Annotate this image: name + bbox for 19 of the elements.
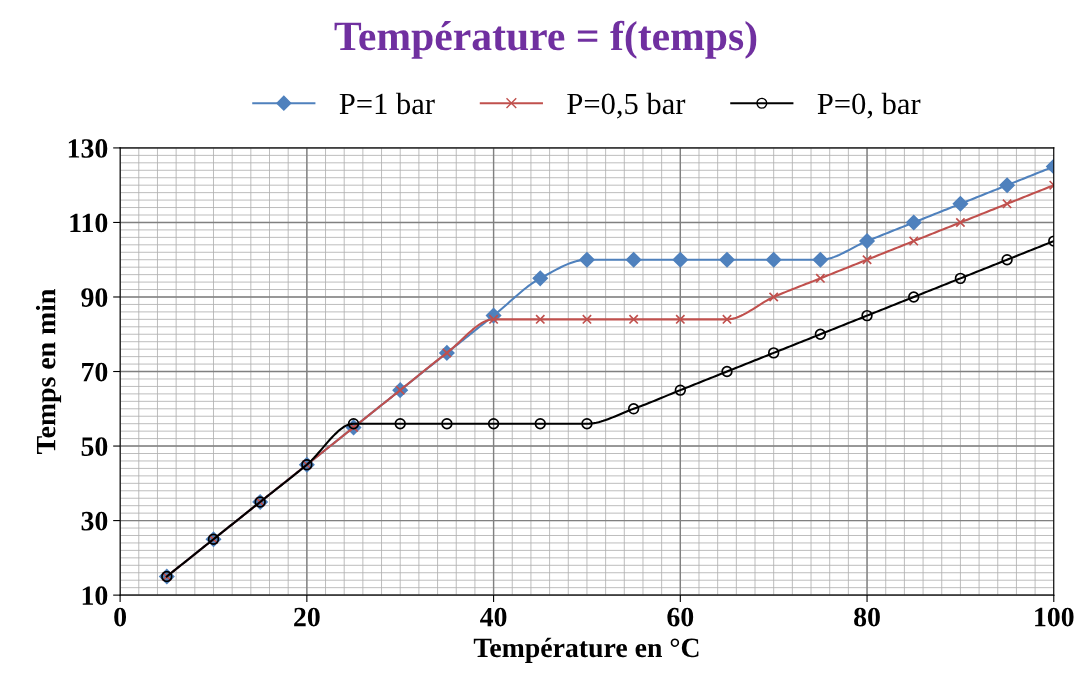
chart-title: Température = f(temps) xyxy=(334,20,757,59)
x-tick-label: 20 xyxy=(294,607,320,627)
legend-label: P=1 bar xyxy=(339,92,435,115)
y-tick-label: 130 xyxy=(68,139,108,158)
x-axis-title: Température en °C xyxy=(473,637,699,663)
y-tick-label: 70 xyxy=(82,362,108,382)
x-tick-label: 80 xyxy=(854,607,880,627)
legend-label: P=0,5 bar xyxy=(567,92,686,119)
x-tick-label: 100 xyxy=(1035,607,1074,627)
x-tick-label: 40 xyxy=(480,607,507,627)
y-tick-label: 50 xyxy=(81,437,108,456)
x-tick-label: 60 xyxy=(667,607,694,627)
x-tick-label: 0 xyxy=(114,607,127,627)
y-axis-title: Temps en min xyxy=(35,289,62,454)
legend-label: P=0, bar xyxy=(817,92,921,119)
y-tick-label: 30 xyxy=(81,511,108,531)
y-tick-label: 90 xyxy=(81,288,108,307)
y-tick-label: 110 xyxy=(70,213,108,233)
y-tick-label: 10 xyxy=(82,586,108,606)
